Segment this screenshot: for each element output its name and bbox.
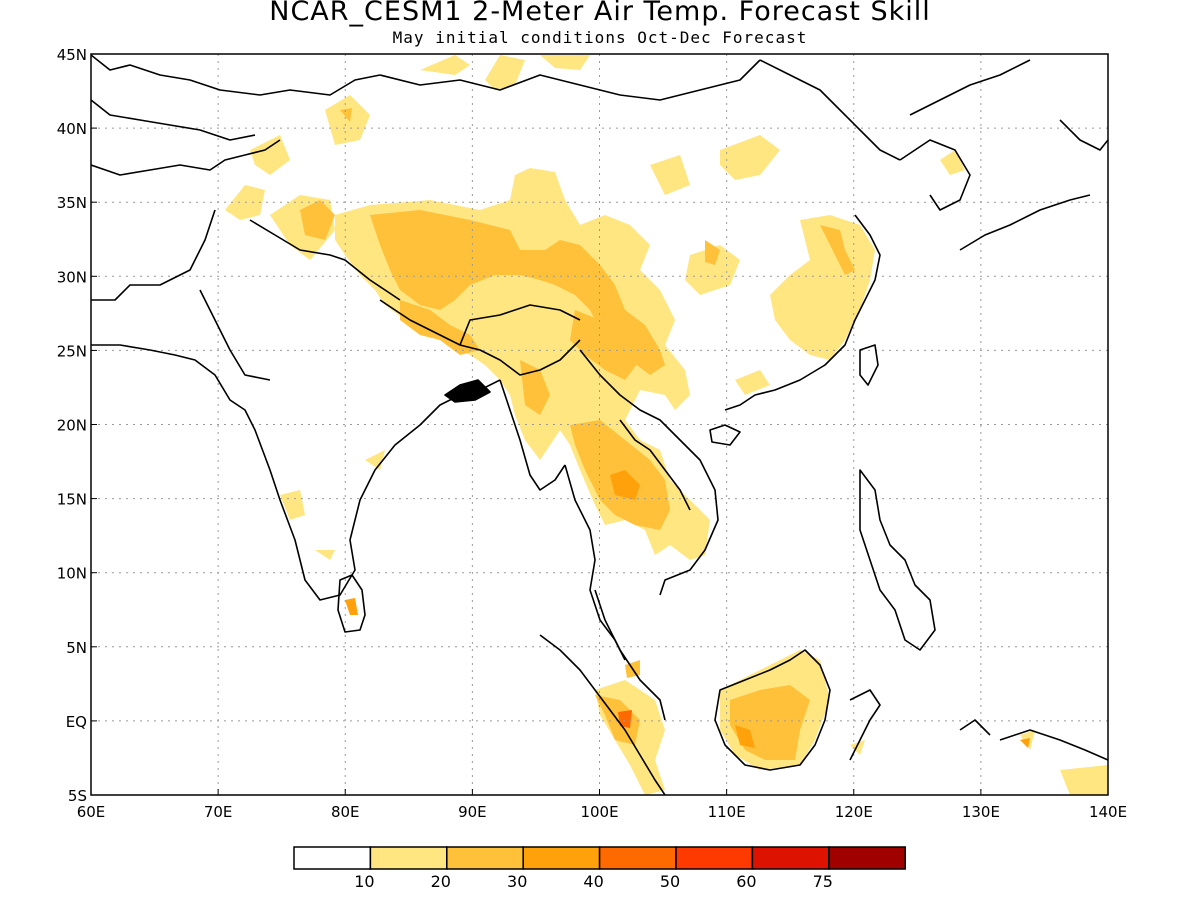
map-subtitle: May initial conditions Oct-Dec Forecast [392, 28, 808, 47]
x-tick-label: 80E [331, 803, 360, 821]
x-tick-label: 110E [708, 803, 746, 821]
y-tick-label: 30N [57, 268, 87, 286]
y-tick-label: 20N [57, 417, 87, 435]
y-tick-label: 35N [57, 194, 87, 212]
y-tick-label: 15N [57, 491, 87, 509]
y-tick-label: 40N [57, 120, 87, 138]
colorbar-swatch [369, 846, 448, 870]
x-axis-ticks: 60E 70E 80E 90E 100E 110E 120E 130E 140E [77, 789, 1127, 821]
colorbar-swatch [828, 846, 906, 870]
skill-30-40-regions [345, 470, 1030, 748]
colorbar-label: 30 [507, 872, 527, 891]
colorbar-swatch [522, 846, 601, 870]
x-tick-label: 70E [204, 803, 233, 821]
x-tick-label: 60E [77, 803, 106, 821]
colorbar-label: 50 [660, 872, 680, 891]
x-tick-label: 90E [458, 803, 487, 821]
x-tick-label: 130E [962, 803, 1000, 821]
coastlines-and-borders [91, 54, 1108, 795]
y-tick-label: 5N [66, 639, 87, 657]
lat-lon-grid [91, 54, 1108, 795]
colorbar-swatch [293, 846, 372, 870]
colorbar-label: 40 [583, 872, 603, 891]
colorbar-swatch [751, 846, 830, 870]
y-axis-ticks: 45N 40N 35N 30N 25N 20N 15N 10N 5N EQ 5S [57, 46, 97, 805]
y-tick-label: 5S [68, 787, 87, 805]
y-tick-label: 45N [57, 46, 87, 64]
colorbar-label: 20 [431, 872, 451, 891]
x-tick-label: 120E [835, 803, 873, 821]
colorbar-swatch [675, 846, 754, 870]
colorbar: 10 20 30 40 50 60 75 [293, 846, 906, 891]
skill-40-50-regions [618, 710, 632, 728]
map-title: NCAR_CESM1 2-Meter Air Temp. Forecast Sk… [269, 0, 931, 27]
colorbar-swatch [598, 846, 677, 870]
y-tick-label: 10N [57, 565, 87, 583]
y-tick-label: EQ [66, 713, 87, 731]
colorbar-label: 60 [736, 872, 756, 891]
x-tick-label: 100E [580, 803, 618, 821]
y-tick-label: 25N [57, 342, 87, 360]
colorbar-label: 10 [354, 872, 374, 891]
colorbar-swatch [446, 846, 524, 870]
x-tick-label: 140E [1089, 803, 1127, 821]
colorbar-label: 75 [813, 872, 833, 891]
